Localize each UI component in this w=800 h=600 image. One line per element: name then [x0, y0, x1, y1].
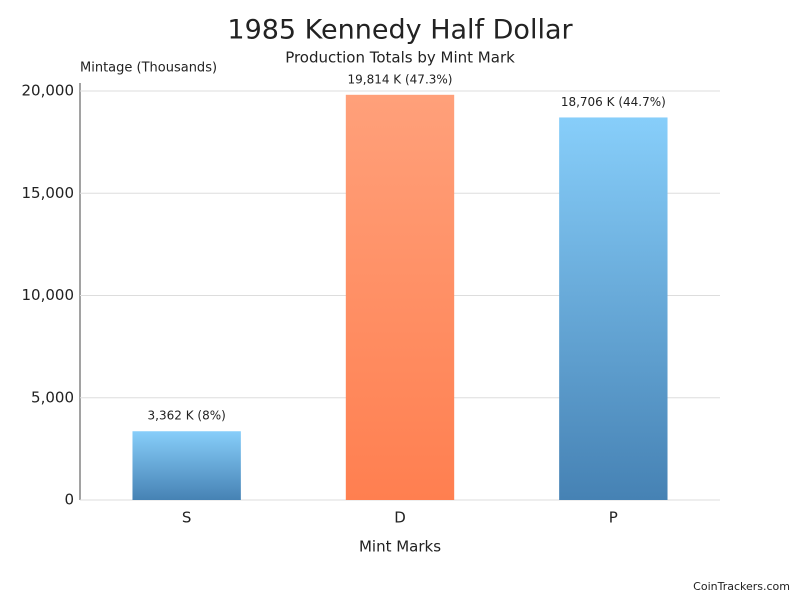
y-tick-label: 15,000	[22, 184, 75, 202]
x-tick-label: P	[609, 509, 618, 527]
bar	[559, 117, 667, 500]
y-tick-label: 5,000	[31, 388, 74, 406]
x-axis-label: Mint Marks	[359, 538, 441, 556]
x-tick-label: S	[182, 509, 192, 527]
footer: CoinTrackers.com	[693, 580, 790, 593]
y-tick-label: 20,000	[22, 82, 75, 100]
x-tick-label: D	[394, 509, 406, 527]
bar	[346, 95, 454, 500]
value-label: 18,706 K (44.7%)	[561, 95, 666, 109]
value-label: 19,814 K (47.3%)	[348, 72, 453, 86]
y-tick-label: 10,000	[22, 286, 75, 304]
chart-subtitle: Production Totals by Mint Mark	[285, 49, 515, 67]
y-tick-label: 0	[64, 491, 74, 509]
value-label: 3,362 K (8%)	[148, 409, 226, 423]
chart-title: 1985 Kennedy Half Dollar	[227, 15, 573, 46]
y-axis-label: Mintage (Thousands)	[80, 61, 217, 76]
bar	[132, 431, 240, 500]
